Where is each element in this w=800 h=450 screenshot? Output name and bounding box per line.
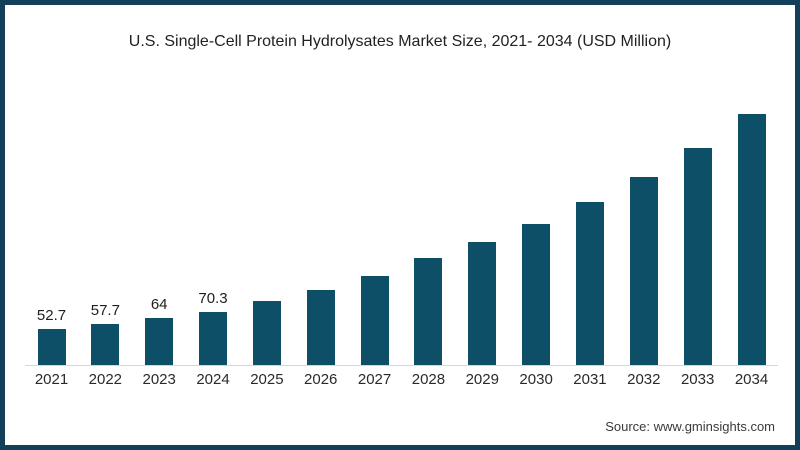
bar-2023 <box>145 318 174 365</box>
bar-2028 <box>414 258 443 365</box>
x-tick-label-2031: 2031 <box>573 371 607 388</box>
bar-2030 <box>522 224 551 365</box>
x-tick-label-2025: 2025 <box>250 371 284 388</box>
bar-2025 <box>252 301 281 365</box>
bar-value-label-2023: 64 <box>150 296 168 313</box>
bar-value-label-2022: 57.7 <box>90 302 120 319</box>
bar-2034 <box>737 114 766 365</box>
source-credit: Source: www.gminsights.com <box>605 419 775 434</box>
bar-2024 <box>199 312 228 365</box>
bar-2026 <box>306 290 335 365</box>
x-axis-line <box>25 365 778 366</box>
bar-2031 <box>575 202 604 365</box>
x-tick-label-2034: 2034 <box>734 371 769 388</box>
x-tick-label-2023: 2023 <box>142 371 176 388</box>
x-tick-label-2022: 2022 <box>88 371 123 388</box>
bar-2022 <box>91 324 120 365</box>
x-tick-label-2021: 2021 <box>34 371 69 388</box>
bar-value-label-2024: 70.3 <box>198 290 228 307</box>
x-tick-label-2033: 2033 <box>680 371 715 388</box>
bar-2029 <box>468 242 497 365</box>
bar-2033 <box>683 148 712 365</box>
x-tick-label-2029: 2029 <box>465 371 499 388</box>
x-tick-label-2027: 2027 <box>357 371 392 388</box>
bar-value-label-2021: 52.7 <box>36 307 67 324</box>
x-tick-label-2026: 2026 <box>304 371 338 388</box>
x-tick-label-2030: 2030 <box>519 371 553 388</box>
bar-2021 <box>37 329 66 365</box>
x-tick-label-2028: 2028 <box>411 371 446 388</box>
x-tick-label-2032: 2032 <box>627 371 661 388</box>
x-axis-tick-labels: 2021 2022 2023 2024 2025 2026 2027 2028 2029 2030… <box>25 371 778 391</box>
x-tick-label-2024: 2024 <box>196 371 230 388</box>
chart-title: U.S. Single-Cell Protein Hydrolysates Ma… <box>128 33 672 50</box>
bar-2027 <box>360 276 389 365</box>
plot-area: 52.7 57.7 64 70.3 <box>25 98 778 365</box>
bar-2032 <box>629 177 658 365</box>
